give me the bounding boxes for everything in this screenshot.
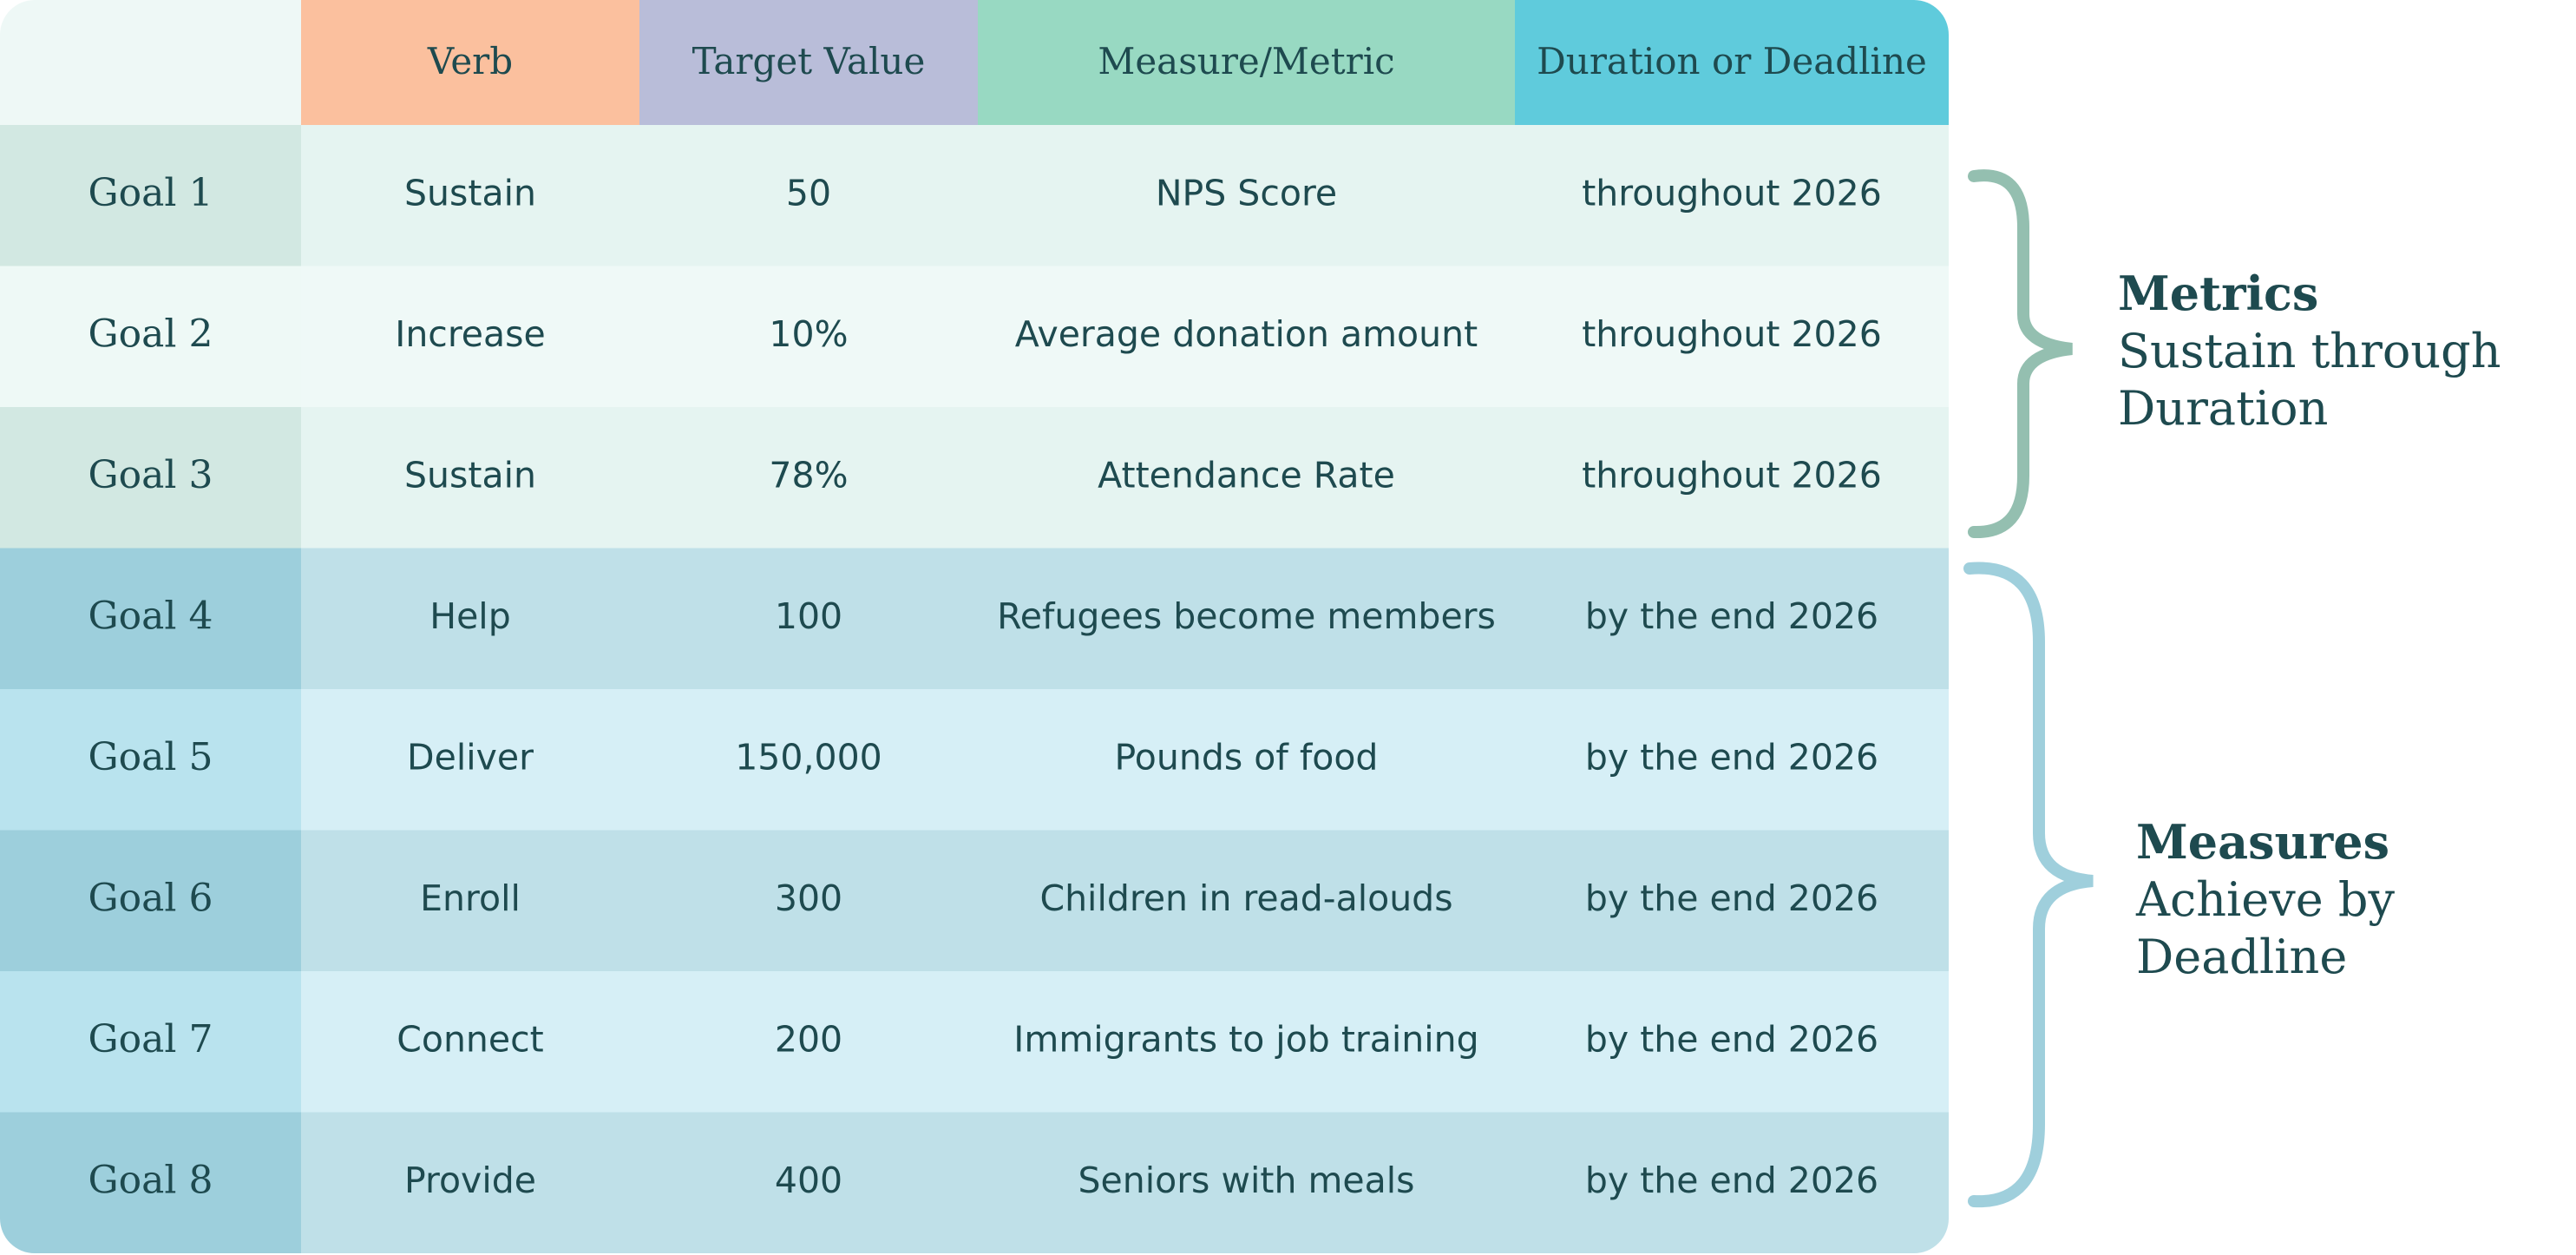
cell-text: Seniors with meals [1078, 1160, 1414, 1201]
goal-label: Goal 2 [88, 312, 213, 356]
cell-text: Provide [404, 1160, 536, 1201]
header-label: Measure/Metric [1098, 40, 1394, 82]
cell-text: Immigrants to job training [1013, 1018, 1478, 1060]
row-label-cell [0, 971, 301, 1113]
row-body [301, 830, 1949, 972]
row-label-cell [0, 548, 301, 690]
row-label-cell [0, 830, 301, 972]
cell-text: Sustain [404, 172, 536, 214]
cell-text: Increase [395, 313, 546, 355]
row-label-cell [0, 689, 301, 831]
cell-text: Deliver [407, 736, 534, 778]
row-body [301, 266, 1949, 408]
row-label-cell [0, 125, 301, 266]
row-label-cell [0, 266, 301, 408]
annotation-title: Metrics [2118, 266, 2318, 321]
cell-text: throughout 2026 [1582, 454, 1882, 496]
cell-text: 10% [769, 313, 848, 355]
header-cell [301, 0, 639, 125]
row-label-cell [0, 1112, 301, 1253]
cell-text: 300 [775, 877, 842, 919]
cell-text: Children in read-alouds [1039, 877, 1452, 919]
cell-text: Refugees become members [997, 595, 1496, 637]
row-body [301, 971, 1949, 1113]
goal-label: Goal 3 [88, 453, 213, 497]
header-cell [639, 0, 978, 125]
cell-text: Enroll [420, 877, 521, 919]
cell-text: by the end 2026 [1585, 595, 1878, 637]
goal-label: Goal 5 [88, 735, 213, 779]
annotation-line: Duration [2118, 381, 2328, 436]
goal-label: Goal 7 [88, 1017, 213, 1061]
cell-text: throughout 2026 [1582, 172, 1882, 214]
goal-label: Goal 1 [88, 171, 213, 215]
measures-brace [1963, 562, 2094, 1208]
row-body [301, 689, 1949, 831]
goals-table: Verb Target Value Measure/Metric Duration o… [0, 0, 1949, 1253]
header-label: Duration or Deadline [1537, 40, 1927, 82]
cell-text: 400 [775, 1160, 842, 1201]
cell-text: 200 [775, 1018, 842, 1060]
cell-text: Pounds of food [1115, 736, 1379, 778]
metrics-brace [1968, 169, 2073, 539]
header-corner [0, 0, 301, 125]
annotation-line: Sustain through [2118, 324, 2501, 378]
annotation-title: Measures [2136, 814, 2389, 870]
cell-text: NPS Score [1156, 172, 1337, 214]
cell-text: throughout 2026 [1582, 313, 1882, 355]
cell-text: 150,000 [735, 736, 882, 778]
cell-text: 50 [786, 172, 831, 214]
row-body [301, 548, 1949, 690]
goal-label: Goal 6 [88, 876, 213, 920]
cell-text: Connect [397, 1018, 544, 1060]
row-body [301, 407, 1949, 549]
cell-text: by the end 2026 [1585, 877, 1878, 919]
cell-text: by the end 2026 [1585, 736, 1878, 778]
row-label-cell [0, 407, 301, 549]
cell-text: Attendance Rate [1098, 454, 1395, 496]
header-cell [978, 0, 1515, 125]
goal-label: Goal 8 [88, 1158, 213, 1202]
row-body [301, 1112, 1949, 1253]
cell-text: by the end 2026 [1585, 1018, 1878, 1060]
cell-text: Sustain [404, 454, 536, 496]
cell-text: Average donation amount [1015, 313, 1478, 355]
cell-text: by the end 2026 [1585, 1160, 1878, 1201]
header-label: Verb [427, 40, 513, 82]
cell-text: Help [429, 595, 510, 637]
header-label: Target Value [692, 40, 926, 82]
row-body [301, 125, 1949, 266]
cell-text: 100 [775, 595, 842, 637]
annotation-line: Deadline [2136, 930, 2347, 984]
header-cell [1515, 0, 1949, 125]
goal-label: Goal 4 [88, 594, 213, 638]
annotation-line: Achieve by [2135, 872, 2395, 927]
cell-text: 78% [769, 454, 848, 496]
